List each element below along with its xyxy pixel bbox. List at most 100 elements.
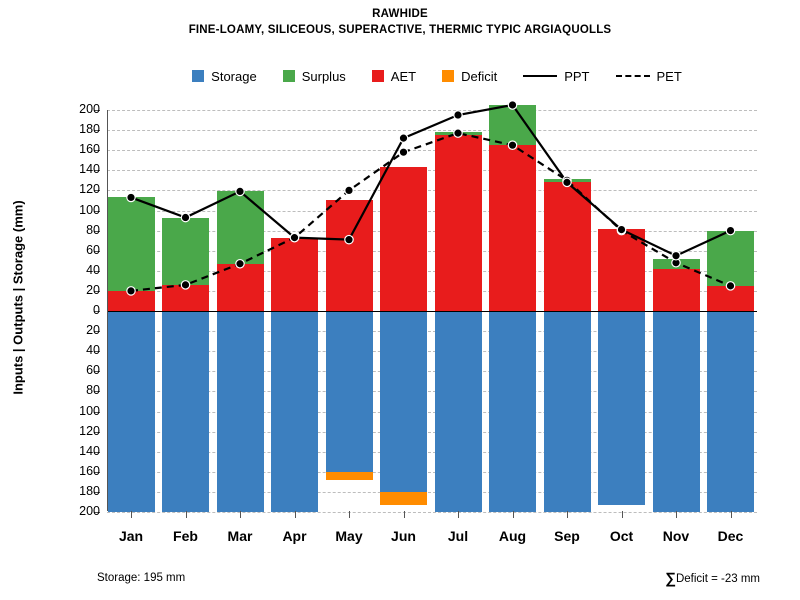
x-tick-label-jul: Jul [447, 528, 469, 544]
y-tick-label: 200 [79, 102, 100, 116]
y-tick [94, 210, 100, 212]
data-point-pet [453, 128, 463, 138]
gridline [107, 331, 757, 333]
y-tick [94, 270, 100, 272]
legend-swatch-deficit-icon [442, 70, 455, 82]
legend-label: Deficit [461, 68, 498, 84]
y-tick [94, 170, 100, 172]
storage-footnote: Storage: 195 mm [97, 572, 186, 584]
y-tick [94, 391, 100, 393]
x-tick-label-nov: Nov [662, 528, 690, 544]
x-tick [349, 511, 350, 518]
bar-segment-aet [216, 263, 264, 311]
y-tick-label: 140 [79, 443, 100, 458]
y-tick [94, 290, 100, 292]
legend-swatch-storage-icon [192, 70, 205, 82]
x-tick [458, 511, 459, 518]
y-tick [94, 250, 100, 252]
legend-item-surplus[interactable]: Surplus [282, 68, 346, 84]
y-tick-label: 200 [79, 504, 100, 518]
bar-segment-aet [325, 200, 373, 311]
legend-item-storage[interactable]: Storage [192, 69, 257, 84]
plot-area [106, 100, 757, 518]
gridline [107, 451, 757, 453]
line-overlay [126, 100, 736, 296]
y-tick-label: 100 [79, 403, 100, 418]
legend-swatch-surplus-icon [282, 70, 295, 82]
bar-segment-aet [652, 268, 700, 311]
legend-item-pet[interactable]: PET [615, 68, 682, 84]
bar-segment-surplus [707, 230, 754, 286]
bar-segment-surplus [489, 104, 536, 146]
x-tick [185, 511, 187, 518]
bar-segment-deficit [325, 471, 373, 480]
y-tick [94, 110, 100, 111]
gridline [107, 431, 757, 433]
y-tick-label: 160 [79, 142, 100, 157]
bar-group-jul[interactable] [434, 110, 482, 512]
x-tick [512, 511, 514, 518]
data-point-ppt [562, 177, 572, 188]
legend-label: PET [656, 68, 682, 84]
chart-legend: Storage Surplus AET Deficit PPT PET [150, 66, 750, 86]
zero-axis-line [107, 311, 757, 312]
data-point-ppt [398, 133, 409, 143]
bar-group-jun[interactable] [380, 110, 427, 511]
x-tick [240, 511, 241, 518]
x-tick [294, 511, 296, 518]
title-line-1: RAWHIDE [372, 8, 428, 20]
x-tick-label-dec: Dec [717, 528, 744, 544]
bar-group-mar[interactable] [216, 110, 264, 512]
legend-label: Surplus [301, 68, 346, 84]
bar-segment-storage [380, 311, 427, 492]
data-point-ppt [616, 224, 627, 235]
legend-label: Storage [211, 68, 257, 84]
y-tick [94, 230, 100, 232]
title-line-2: FINE-LOAMY, SILICEOUS, SUPERACTIVE, THER… [188, 24, 612, 36]
data-point-pet [398, 147, 409, 158]
x-tick [403, 511, 405, 518]
data-point-ppt [453, 110, 463, 120]
x-tick-label-sep: Sep [554, 528, 580, 544]
y-tick-label: 60 [86, 363, 100, 378]
bar-group-feb[interactable] [162, 110, 209, 512]
chart-title: RAWHIDE FINE-LOAMY, SILICEOUS, SUPERACTI… [0, 6, 800, 38]
y-tick-label: 20 [86, 282, 100, 297]
y-tick-label: 100 [79, 202, 100, 217]
x-tick-label-feb: Feb [173, 528, 198, 544]
bar-group-jan[interactable] [107, 110, 155, 512]
bar-segment-aet [543, 182, 591, 311]
data-point-pet [344, 185, 354, 196]
legend-item-aet[interactable]: AET [371, 69, 416, 84]
bar-group-sep[interactable] [543, 110, 591, 512]
gridline [107, 491, 757, 493]
legend-item-ppt[interactable]: PPT [523, 69, 590, 84]
data-point-ppt [126, 192, 136, 203]
y-tick-label: 120 [79, 182, 100, 197]
bar-segment-storage [216, 311, 264, 512]
y-tick-label: 60 [86, 242, 100, 257]
x-tick [567, 511, 568, 518]
bar-group-oct[interactable] [598, 110, 645, 511]
legend-line-pet-icon [615, 75, 650, 77]
bar-group-may[interactable] [325, 110, 373, 511]
y-tick [94, 130, 100, 132]
x-tick-label-aug: Aug [498, 528, 527, 544]
x-tick-label-oct: Oct [609, 528, 634, 544]
y-tick [94, 491, 100, 493]
bar-segment-storage [271, 311, 318, 512]
legend-item-deficit[interactable]: Deficit [442, 69, 497, 84]
bar-group-apr[interactable] [271, 110, 318, 512]
y-tick-label: 120 [79, 423, 100, 438]
bar-segment-aet [489, 145, 536, 311]
gridline [107, 391, 757, 393]
y-tick [94, 451, 100, 453]
bar-segment-surplus [162, 217, 209, 285]
data-point-pet [235, 258, 245, 269]
bar-group-dec[interactable] [707, 110, 754, 512]
bar-segment-storage [325, 311, 373, 472]
bar-segment-aet [598, 228, 645, 311]
bar-group-aug[interactable] [489, 104, 536, 512]
x-tick [131, 511, 132, 518]
x-tick-label-mar: Mar [227, 528, 253, 544]
